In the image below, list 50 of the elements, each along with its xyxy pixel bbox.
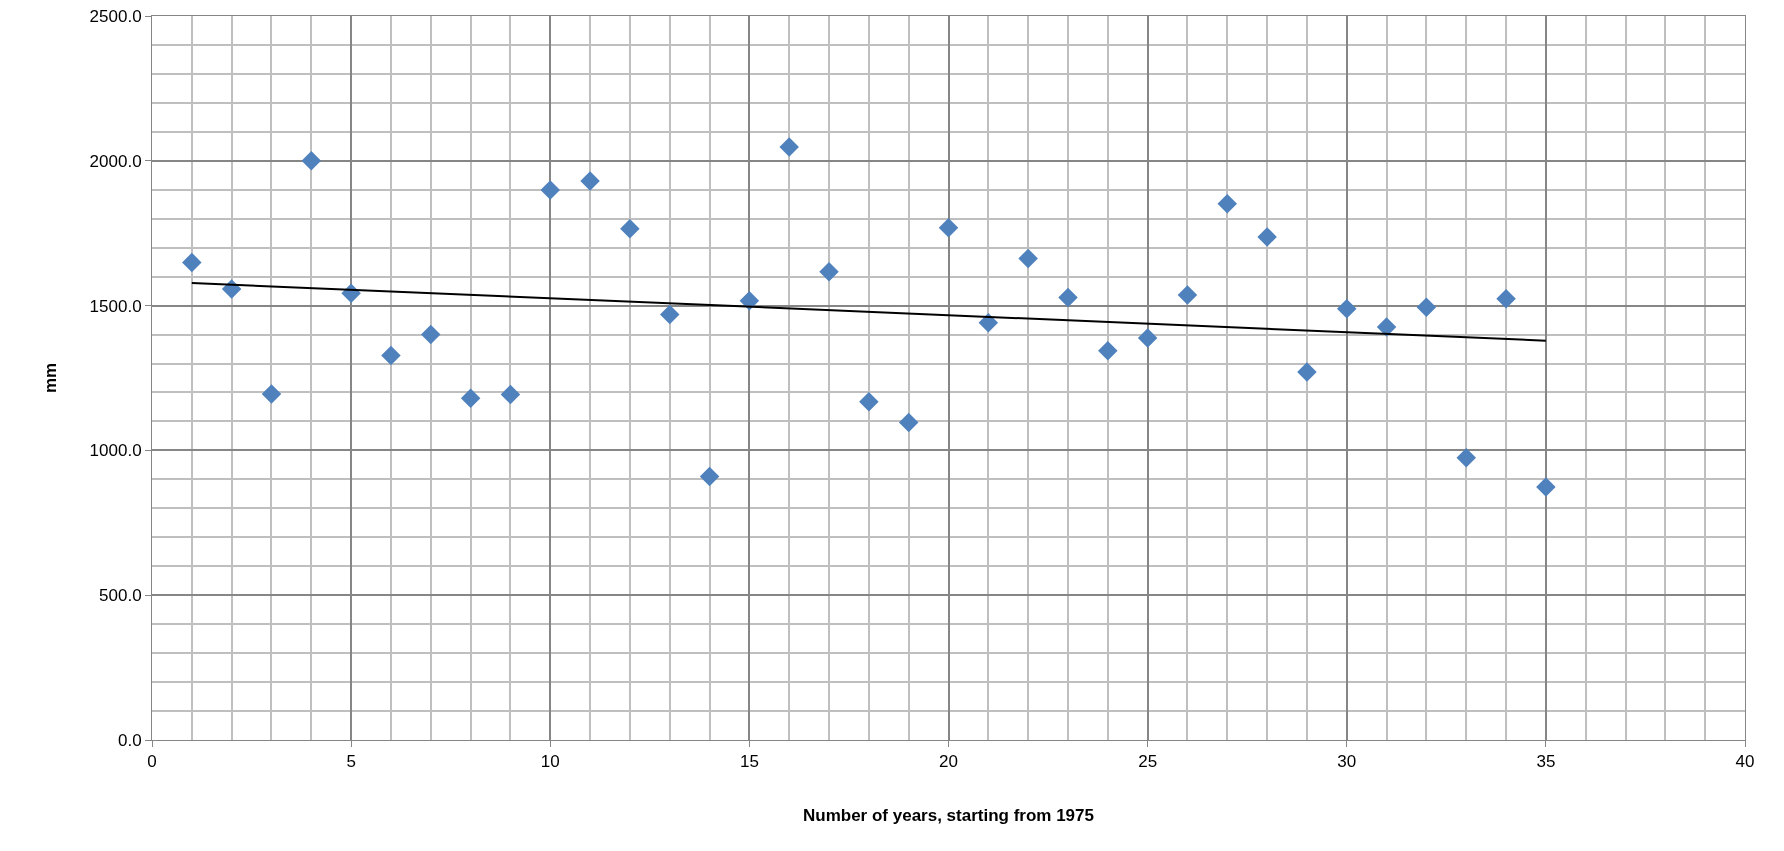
x-tick-label: 30 (1337, 752, 1357, 772)
point (699, 466, 720, 487)
point (1337, 299, 1357, 319)
y-tick-label: 1500.0 (89, 296, 142, 316)
point (580, 171, 600, 191)
point (1416, 297, 1437, 318)
x-tick-label: 25 (1138, 752, 1158, 772)
point (1496, 288, 1516, 309)
point (659, 304, 680, 325)
x-tick-label: 35 (1536, 752, 1556, 772)
x-axis-title: Number of years, starting from 1975 (803, 805, 1094, 825)
point (1257, 227, 1277, 247)
x-tick-label: 15 (739, 752, 759, 772)
x-tick-label: 10 (540, 752, 560, 772)
point (1456, 447, 1476, 468)
point (381, 345, 401, 366)
x-tick-label: 20 (939, 752, 958, 772)
y-tick-label: 2500.0 (89, 6, 142, 26)
y-axis-title: mm (41, 362, 61, 394)
point (1058, 287, 1078, 308)
x-tick-label: 40 (1735, 752, 1755, 772)
x-tick-label: 5 (346, 752, 356, 772)
point (540, 180, 560, 200)
point (1098, 341, 1118, 361)
point (779, 137, 799, 157)
point (1297, 362, 1317, 382)
y-tick-label: 0.0 (117, 730, 142, 750)
point (978, 312, 999, 333)
y-tick-label: 500.0 (99, 586, 142, 606)
point (739, 290, 760, 311)
point (460, 388, 481, 409)
x-tick-label: 0 (147, 752, 157, 772)
y-tick-label: 2000.0 (89, 151, 142, 171)
point (898, 412, 919, 433)
point (1177, 285, 1198, 305)
point (859, 392, 879, 412)
point (500, 384, 521, 405)
point (1217, 193, 1238, 214)
point (1137, 328, 1158, 348)
point (1536, 477, 1556, 497)
point (261, 384, 282, 404)
point (620, 219, 640, 239)
point (1376, 317, 1397, 337)
point (1018, 248, 1038, 269)
point (301, 151, 322, 171)
point (182, 252, 202, 273)
point (938, 217, 959, 238)
point (421, 324, 441, 345)
y-tick-label: 1000.0 (89, 441, 142, 461)
point (819, 261, 839, 282)
